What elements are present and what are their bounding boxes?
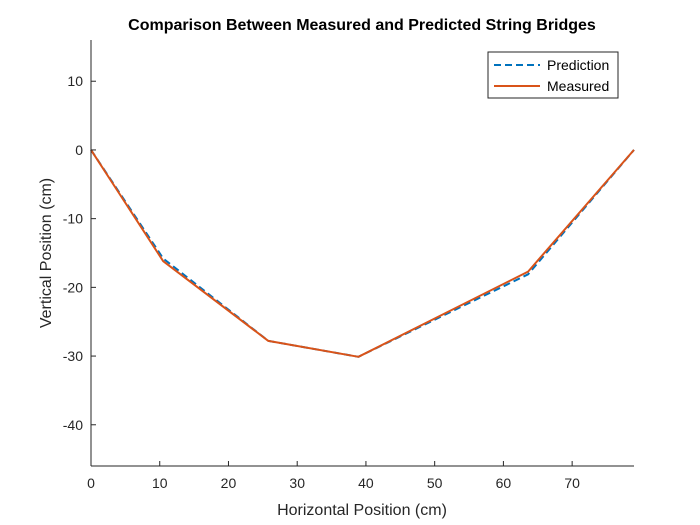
y-tick-label: -20 bbox=[63, 279, 83, 295]
plot-area: 0 10 20 30 40 50 60 70 10 0 -10 -20 -30 -40 bbox=[63, 40, 635, 491]
y-tick-label: -30 bbox=[63, 348, 83, 364]
legend: Prediction Measured bbox=[487, 51, 619, 99]
legend-label-measured: Measured bbox=[547, 78, 609, 94]
x-tick-label: 0 bbox=[87, 475, 95, 491]
plot-background bbox=[91, 40, 634, 466]
x-tick-label: 60 bbox=[496, 475, 512, 491]
x-tick-label: 50 bbox=[427, 475, 443, 491]
chart-title: Comparison Between Measured and Predicte… bbox=[128, 17, 596, 34]
legend-box bbox=[487, 51, 619, 99]
x-tick-label: 70 bbox=[564, 475, 580, 491]
y-axis-ticks: 10 0 -10 -20 -30 -40 bbox=[63, 73, 96, 433]
y-axis-label: Vertical Position (cm) bbox=[38, 178, 55, 328]
y-tick-label: 10 bbox=[67, 73, 83, 89]
x-tick-label: 30 bbox=[289, 475, 305, 491]
y-tick-label: -40 bbox=[63, 417, 83, 433]
x-axis-label: Horizontal Position (cm) bbox=[277, 502, 447, 519]
series-line-measured bbox=[90, 149, 635, 358]
series-layer bbox=[90, 149, 635, 358]
x-tick-label: 20 bbox=[221, 475, 237, 491]
x-axis-ticks: 0 10 20 30 40 50 60 70 bbox=[87, 461, 580, 491]
x-tick-label: 40 bbox=[358, 475, 374, 491]
legend-label-prediction: Prediction bbox=[547, 57, 609, 73]
x-tick-label: 10 bbox=[152, 475, 168, 491]
y-tick-label: 0 bbox=[75, 142, 83, 158]
y-tick-label: -10 bbox=[63, 211, 83, 227]
